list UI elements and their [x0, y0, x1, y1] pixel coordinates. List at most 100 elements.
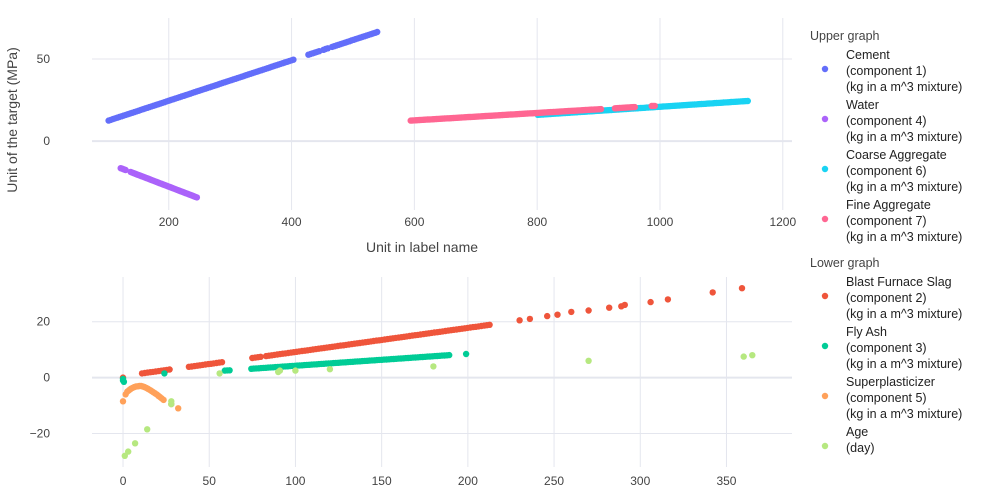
upper-x-axis-title: Unit in label name — [366, 239, 478, 255]
legend-label: (component 2) — [846, 291, 927, 305]
series-water — [117, 165, 201, 201]
upper-x-tick-label: 800 — [527, 215, 547, 229]
legend-label: Blast Furnace Slag — [846, 275, 952, 289]
legend-label: (kg in a m^3 mixture) — [846, 130, 962, 144]
data-point — [292, 367, 299, 374]
data-point — [218, 359, 226, 366]
series-fly-ash — [119, 350, 470, 385]
upper-scatter-plot: 200 400 600 800 1000 1200 0 50 — [37, 18, 796, 229]
data-point — [257, 353, 264, 360]
legend-label: (component 7) — [846, 214, 927, 228]
legend-item[interactable]: Fly Ash (component 3) (kg in a m^3 mixture… — [821, 325, 963, 371]
data-point — [462, 350, 470, 358]
legend-label: (day) — [846, 441, 874, 455]
legend-marker — [821, 342, 829, 350]
legend-label: (component 5) — [846, 391, 927, 405]
legend-item[interactable]: Superplasticizer (component 5) (kg in a m^… — [821, 375, 963, 421]
series-age — [121, 352, 756, 459]
data-point — [166, 366, 173, 373]
series-fine-aggregate — [407, 102, 658, 124]
legend-marker — [821, 392, 829, 400]
data-point — [161, 370, 168, 377]
legend-group-title: Upper graph — [810, 29, 880, 43]
legend-label: Fine Aggregate — [846, 198, 931, 212]
legend-marker — [821, 215, 829, 223]
legend-marker — [821, 292, 829, 300]
legend-marker — [821, 165, 829, 173]
data-point — [585, 357, 592, 364]
data-point — [568, 308, 575, 316]
data-point — [175, 405, 182, 412]
data-point — [544, 312, 551, 320]
lower-x-tick-label: 350 — [716, 474, 736, 488]
legend[interactable]: Upper graph Cement (component 1) (kg in a m… — [810, 29, 962, 455]
lower-x-tick-label: 250 — [544, 474, 564, 488]
lower-scatter-plot: 0 50 100 150 200 250 300 350 −20 0 20 — [30, 277, 792, 488]
legend-label: (component 6) — [846, 164, 927, 178]
data-point — [276, 367, 284, 374]
lower-y-tick-label: 0 — [43, 371, 50, 385]
data-point — [631, 103, 638, 111]
data-point — [606, 304, 613, 311]
legend-item[interactable]: Blast Furnace Slag (component 2) (kg in a … — [821, 275, 963, 321]
series-superplasticizer — [119, 382, 182, 412]
data-point — [738, 285, 746, 292]
upper-x-tick-label: 1200 — [769, 215, 796, 229]
legend-label: (kg in a m^3 mixture) — [846, 180, 962, 194]
data-point — [664, 296, 672, 303]
data-point — [740, 353, 747, 360]
legend-label: (component 3) — [846, 341, 927, 355]
data-point — [120, 378, 128, 385]
series-coarse-aggregate — [534, 97, 751, 119]
data-point — [744, 97, 751, 105]
legend-label: (kg in a m^3 mixture) — [846, 230, 962, 244]
lower-y-tick-label: 20 — [37, 315, 51, 329]
legend-item[interactable]: Fine Aggregate (component 7) (kg in a m^3 … — [821, 198, 963, 244]
upper-x-tick-label: 600 — [404, 215, 424, 229]
data-point — [651, 102, 658, 110]
data-point — [647, 298, 654, 306]
upper-x-tick-label: 1000 — [647, 215, 674, 229]
data-point — [585, 307, 592, 314]
legend-label: Coarse Aggregate — [846, 148, 947, 162]
legend-label: Age — [846, 425, 868, 439]
data-point — [749, 352, 756, 359]
legend-label: Cement — [846, 48, 890, 62]
data-point — [290, 56, 297, 63]
data-point — [597, 105, 605, 113]
lower-x-tick-label: 100 — [285, 474, 305, 488]
lower-x-tick-label: 50 — [203, 474, 217, 488]
legend-item[interactable]: Age (day) — [821, 425, 875, 455]
legend-marker — [821, 65, 829, 73]
data-point — [193, 194, 201, 201]
upper-x-tick-label: 200 — [159, 215, 179, 229]
legend-item[interactable]: Water (component 4) (kg in a m^3 mixture) — [821, 98, 963, 144]
data-point — [144, 426, 151, 433]
legend-label: (kg in a m^3 mixture) — [846, 80, 962, 94]
data-point — [621, 301, 628, 309]
lower-x-tick-label: 150 — [372, 474, 392, 488]
legend-item[interactable]: Cement (component 1) (kg in a m^3 mixture) — [821, 48, 963, 94]
legend-item[interactable]: Coarse Aggregate (component 6) (kg in a m^… — [821, 148, 963, 194]
data-point — [160, 396, 167, 404]
legend-marker — [821, 115, 829, 123]
upper-y-tick-label: 0 — [43, 134, 50, 148]
data-point — [122, 166, 129, 174]
lower-y-tick-label: −20 — [30, 426, 51, 440]
legend-marker — [821, 442, 829, 450]
data-point — [446, 351, 453, 359]
lower-x-tick-label: 0 — [120, 474, 127, 488]
data-point — [226, 367, 233, 374]
data-point — [216, 370, 223, 377]
data-point — [125, 448, 132, 455]
lower-x-tick-label: 200 — [458, 474, 478, 488]
upper-x-tick-label: 400 — [282, 215, 302, 229]
lower-x-tick-label: 300 — [630, 474, 650, 488]
data-point — [486, 321, 493, 328]
legend-label: Superplasticizer — [846, 375, 935, 389]
legend-label: Water — [846, 98, 879, 112]
data-point — [430, 363, 437, 370]
data-point — [516, 317, 523, 324]
data-point — [709, 289, 716, 296]
